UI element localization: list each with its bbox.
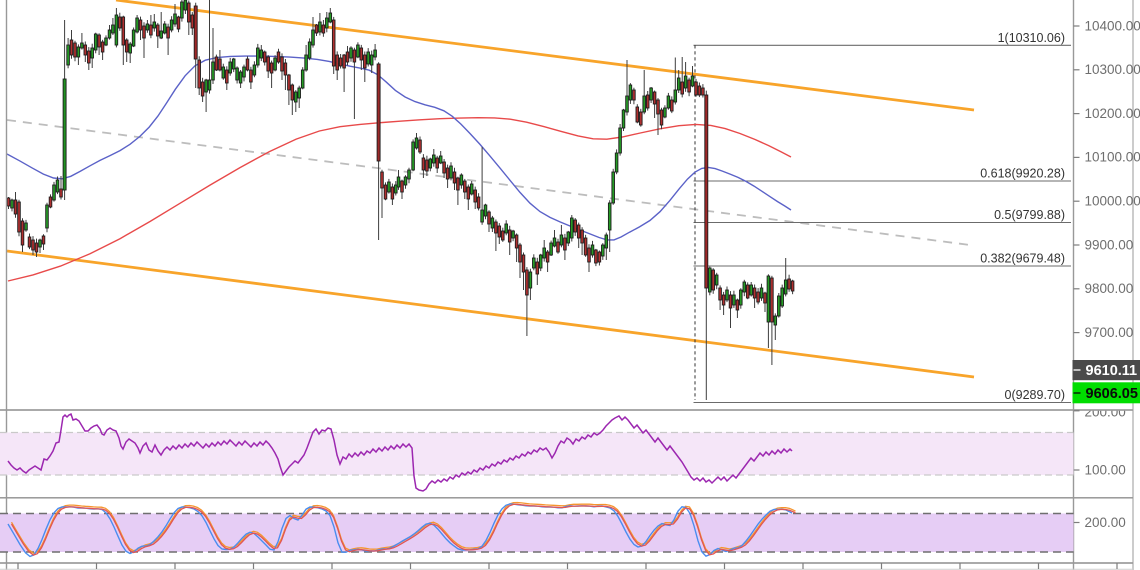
svg-text:10300.00: 10300.00 [1085,62,1140,77]
svg-text:9800.00: 9800.00 [1085,281,1134,296]
svg-text:200.00: 200.00 [1085,515,1126,530]
svg-text:9900.00: 9900.00 [1085,237,1134,252]
svg-text:10400.00: 10400.00 [1085,18,1140,33]
svg-text:0.382(9679.48): 0.382(9679.48) [980,252,1065,266]
svg-text:9606.05: 9606.05 [1086,386,1138,402]
svg-text:100.00: 100.00 [1085,462,1126,477]
svg-text:9700.00: 9700.00 [1085,325,1134,340]
svg-text:0(9289.70): 0(9289.70) [1005,388,1065,402]
svg-text:0.618(9920.28): 0.618(9920.28) [980,167,1065,181]
svg-text:10100.00: 10100.00 [1085,150,1140,165]
svg-text:9610.11: 9610.11 [1086,363,1138,379]
svg-text:0.5(9799.88): 0.5(9799.88) [994,208,1065,222]
svg-text:10200.00: 10200.00 [1085,106,1140,121]
svg-text:10000.00: 10000.00 [1085,194,1140,209]
svg-text:200.00: 200.00 [1085,405,1126,420]
svg-text:1(10310.06): 1(10310.06) [998,31,1065,45]
